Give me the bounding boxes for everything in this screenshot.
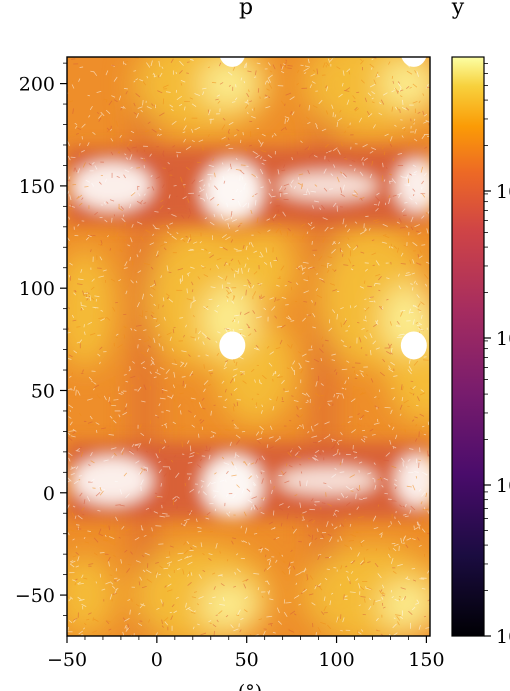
- colorbar-tick-label: 10: [496, 475, 510, 497]
- colorbar-ticks: 10 10 10 10: [484, 62, 510, 648]
- saturated-peak: [219, 57, 245, 67]
- y-tick-label: 50: [31, 380, 55, 402]
- y-axis-ticks: −50 0 50 100 150 200: [15, 62, 67, 616]
- empty-region: [202, 160, 263, 221]
- empty-region: [277, 466, 378, 495]
- x-axis-label: (°): [238, 681, 262, 691]
- x-tick-label: 150: [408, 649, 444, 671]
- peak-lobe: [378, 58, 430, 109]
- empty-region: [71, 456, 152, 505]
- peak-lobe: [198, 580, 259, 631]
- chart-title-suffix: y: [451, 0, 465, 20]
- empty-region: [395, 454, 430, 507]
- saturated-peak: [400, 331, 427, 360]
- heatmap-bands: [67, 147, 430, 519]
- saturated-peak: [219, 331, 246, 360]
- empty-region: [71, 161, 152, 210]
- empty-region: [202, 455, 263, 516]
- saturated-peak: [401, 57, 427, 67]
- chart-title: p: [239, 0, 253, 20]
- peak-lobe: [200, 283, 257, 354]
- y-tick-label: 100: [19, 278, 55, 300]
- heatmap-plot-area: [67, 57, 430, 636]
- x-tick-label: 0: [151, 649, 163, 671]
- colorbar-tick-label: 10: [496, 328, 510, 350]
- x-tick-label: 100: [318, 649, 354, 671]
- y-tick-label: 0: [43, 483, 55, 505]
- x-tick-label: 50: [235, 649, 259, 671]
- colorbar-tick-label: 10: [496, 626, 510, 648]
- heatmap-peaks: [219, 57, 427, 360]
- peak-lobe: [378, 580, 430, 631]
- x-axis-ticks: −50 0 50 100 150: [47, 636, 445, 671]
- y-tick-label: 150: [19, 176, 55, 198]
- colorbar-tick-label: 10: [496, 181, 510, 203]
- x-tick-label: −50: [47, 649, 87, 671]
- plot-frame: [66, 56, 431, 637]
- high-density-lobe: [67, 248, 115, 369]
- peak-lobe: [198, 58, 259, 109]
- high-density-lobe: [67, 555, 115, 636]
- colorbar-gradient: [451, 56, 485, 637]
- colorbar: 10 10 10 10: [451, 56, 510, 648]
- y-tick-label: −50: [15, 585, 55, 607]
- y-tick-label: 200: [19, 74, 55, 96]
- empty-region: [395, 159, 430, 212]
- empty-region: [277, 171, 378, 200]
